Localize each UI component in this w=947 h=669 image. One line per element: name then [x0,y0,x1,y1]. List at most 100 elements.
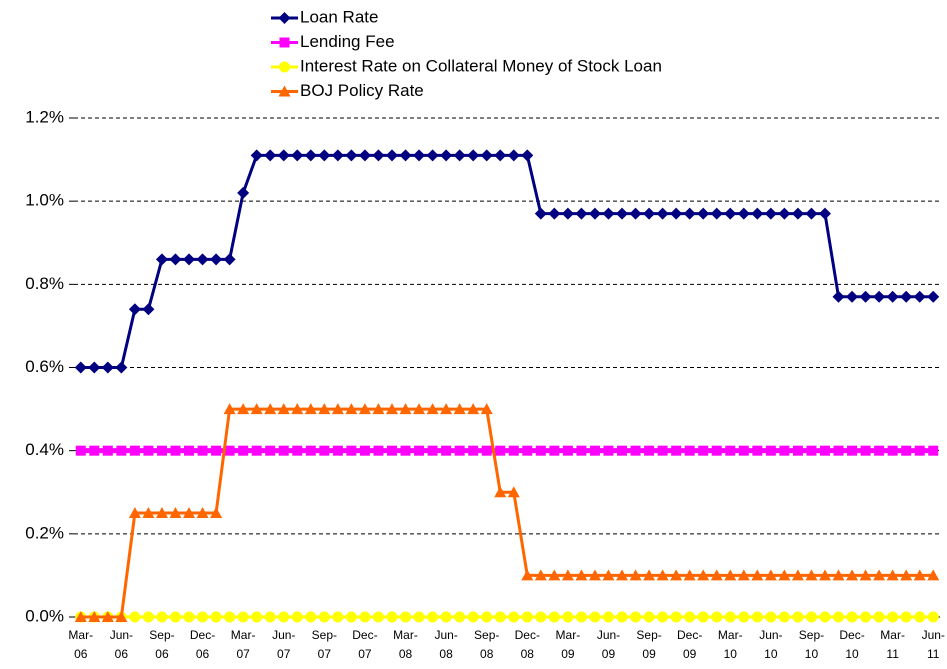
marker [549,445,560,456]
marker [358,149,371,162]
marker [874,445,885,456]
marker [764,207,777,220]
marker [399,403,412,415]
marker [291,611,303,623]
x-tick-label: Sep-09 [636,628,662,661]
marker [901,445,912,456]
marker [805,611,817,623]
marker [223,253,236,266]
marker [494,611,506,623]
marker [900,290,913,303]
marker [846,611,858,623]
marker [427,611,439,623]
marker [143,445,154,456]
x-tick-label: Mar-07 [230,628,256,661]
marker [74,361,87,374]
marker [616,611,628,623]
marker [440,611,452,623]
marker [737,207,750,220]
marker [494,149,507,162]
marker [751,611,763,623]
marker [481,445,492,456]
marker [630,445,641,456]
marker [156,445,167,456]
marker [630,611,642,623]
x-tick-label: Mar-11 [880,628,905,661]
marker [224,611,236,623]
x-tick-label: Dec-07 [352,628,378,661]
marker [480,149,493,162]
marker [752,445,763,456]
marker [508,611,520,623]
marker [129,445,140,456]
marker [88,361,101,374]
marker [507,486,520,498]
marker [643,207,656,220]
marker [88,611,101,622]
marker [887,445,898,456]
marker [791,207,804,220]
marker [914,445,925,456]
marker [128,303,141,316]
marker [764,569,777,581]
marker [223,403,236,415]
marker [670,207,683,220]
y-tick-label: 0.6% [25,357,64,376]
x-tick-label: Sep-06 [149,628,175,661]
marker [535,445,546,456]
marker [400,445,411,456]
marker [900,569,913,581]
marker [575,207,588,220]
marker [521,569,534,581]
legend-marker [278,12,291,24]
marker [467,149,480,162]
marker [184,445,195,456]
marker [89,445,100,456]
marker [724,569,737,581]
marker [116,445,127,456]
marker [576,445,587,456]
marker [710,207,723,220]
y-tick-label: 0.4% [25,440,64,459]
marker [779,445,790,456]
marker [833,611,845,623]
marker [602,569,615,581]
marker [101,361,114,374]
marker [359,445,370,456]
x-tick-label: Dec-08 [514,628,540,661]
marker [603,445,614,456]
marker [629,207,642,220]
marker [724,611,736,623]
marker [711,445,722,456]
marker [643,611,655,623]
marker [913,569,926,581]
marker [251,611,263,623]
marker [427,445,438,456]
marker [480,403,493,415]
marker [873,290,886,303]
marker [264,611,276,623]
marker [548,207,561,220]
marker [426,149,439,162]
x-tick-label: Sep-07 [311,628,337,661]
x-tick-label: Jun-09 [596,628,621,661]
marker [237,403,250,415]
marker [291,403,304,415]
marker [671,445,682,456]
marker [697,207,710,220]
marker [413,149,426,162]
marker [818,207,831,220]
marker [304,403,317,415]
x-tick-label: Mar-09 [555,628,581,661]
marker [751,207,764,220]
marker [846,290,859,303]
marker [332,445,343,456]
marker [657,445,668,456]
marker [467,403,480,415]
marker [778,569,791,581]
marker [142,507,155,519]
marker [183,253,196,266]
marker [373,445,384,456]
marker [129,611,141,623]
marker [859,290,872,303]
